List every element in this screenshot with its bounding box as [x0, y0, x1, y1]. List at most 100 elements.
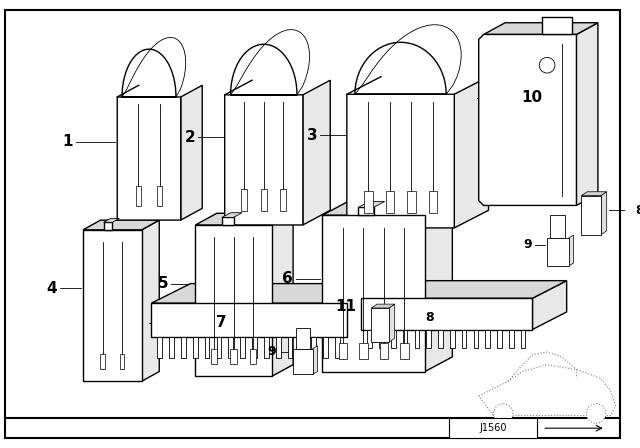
Text: 5: 5 — [157, 276, 168, 291]
Text: 10: 10 — [521, 90, 542, 105]
Text: 1: 1 — [63, 134, 73, 150]
Polygon shape — [117, 49, 180, 220]
Text: J1560: J1560 — [479, 423, 507, 433]
Polygon shape — [216, 337, 221, 358]
Polygon shape — [371, 308, 389, 342]
Polygon shape — [152, 303, 347, 337]
Polygon shape — [359, 343, 367, 359]
Polygon shape — [211, 349, 218, 364]
Polygon shape — [252, 337, 257, 358]
Polygon shape — [358, 202, 385, 207]
Text: 4: 4 — [46, 281, 57, 296]
Polygon shape — [389, 304, 395, 342]
Polygon shape — [485, 330, 490, 348]
Polygon shape — [379, 330, 384, 348]
Polygon shape — [104, 222, 113, 230]
Polygon shape — [264, 337, 269, 358]
Polygon shape — [228, 337, 233, 358]
Polygon shape — [454, 77, 488, 228]
Polygon shape — [415, 330, 419, 348]
Polygon shape — [193, 337, 198, 358]
Polygon shape — [497, 330, 502, 348]
Text: 7: 7 — [216, 315, 227, 330]
Polygon shape — [180, 85, 202, 220]
Polygon shape — [280, 189, 287, 211]
Polygon shape — [581, 196, 601, 235]
Polygon shape — [157, 186, 162, 207]
Polygon shape — [323, 215, 425, 371]
Polygon shape — [385, 191, 394, 213]
Text: 3: 3 — [307, 128, 317, 142]
Polygon shape — [241, 189, 248, 211]
Polygon shape — [474, 330, 478, 348]
Polygon shape — [205, 337, 209, 358]
Polygon shape — [141, 220, 159, 381]
Polygon shape — [339, 343, 347, 359]
Polygon shape — [426, 330, 431, 348]
Polygon shape — [461, 330, 467, 348]
Polygon shape — [509, 330, 513, 348]
Polygon shape — [296, 327, 310, 349]
Polygon shape — [532, 280, 566, 330]
Bar — [449, 418, 538, 438]
Polygon shape — [240, 337, 245, 358]
Polygon shape — [550, 215, 565, 238]
Polygon shape — [222, 213, 242, 217]
Polygon shape — [542, 17, 572, 34]
Polygon shape — [136, 186, 141, 207]
Polygon shape — [222, 217, 234, 225]
Text: 6: 6 — [282, 271, 293, 286]
Circle shape — [586, 404, 605, 423]
Polygon shape — [364, 191, 372, 213]
Polygon shape — [479, 34, 577, 206]
Text: 9: 9 — [267, 345, 275, 358]
Polygon shape — [335, 337, 340, 358]
Text: 9: 9 — [524, 238, 532, 251]
Polygon shape — [195, 225, 271, 376]
Polygon shape — [380, 343, 388, 359]
Polygon shape — [260, 189, 267, 211]
Polygon shape — [287, 337, 292, 358]
Polygon shape — [181, 337, 186, 358]
Polygon shape — [100, 354, 105, 369]
Polygon shape — [403, 330, 408, 348]
Polygon shape — [358, 207, 374, 215]
Polygon shape — [83, 230, 141, 381]
Polygon shape — [438, 330, 443, 348]
Polygon shape — [230, 349, 237, 364]
Polygon shape — [169, 337, 174, 358]
Text: 8: 8 — [425, 311, 434, 324]
Polygon shape — [484, 23, 598, 34]
Text: 2: 2 — [185, 129, 195, 145]
Polygon shape — [152, 284, 386, 303]
Polygon shape — [323, 201, 452, 215]
Polygon shape — [157, 337, 162, 358]
Text: 11: 11 — [335, 298, 356, 314]
Circle shape — [540, 57, 555, 73]
Polygon shape — [429, 191, 437, 213]
Polygon shape — [195, 213, 293, 225]
Polygon shape — [362, 298, 532, 330]
Polygon shape — [120, 354, 124, 369]
Polygon shape — [303, 80, 330, 225]
Polygon shape — [391, 330, 396, 348]
Text: 8: 8 — [635, 204, 640, 217]
Polygon shape — [347, 43, 454, 228]
Polygon shape — [83, 220, 159, 230]
Polygon shape — [312, 346, 317, 375]
Polygon shape — [568, 235, 573, 266]
Circle shape — [493, 404, 513, 423]
Polygon shape — [104, 218, 120, 222]
Polygon shape — [300, 337, 304, 358]
Polygon shape — [577, 23, 598, 206]
Polygon shape — [225, 44, 303, 225]
Polygon shape — [362, 280, 566, 298]
Polygon shape — [371, 304, 395, 308]
Polygon shape — [323, 337, 328, 358]
Polygon shape — [425, 201, 452, 371]
Polygon shape — [311, 337, 316, 358]
Polygon shape — [271, 213, 293, 376]
Polygon shape — [250, 349, 255, 364]
Polygon shape — [347, 284, 386, 337]
Polygon shape — [450, 330, 454, 348]
